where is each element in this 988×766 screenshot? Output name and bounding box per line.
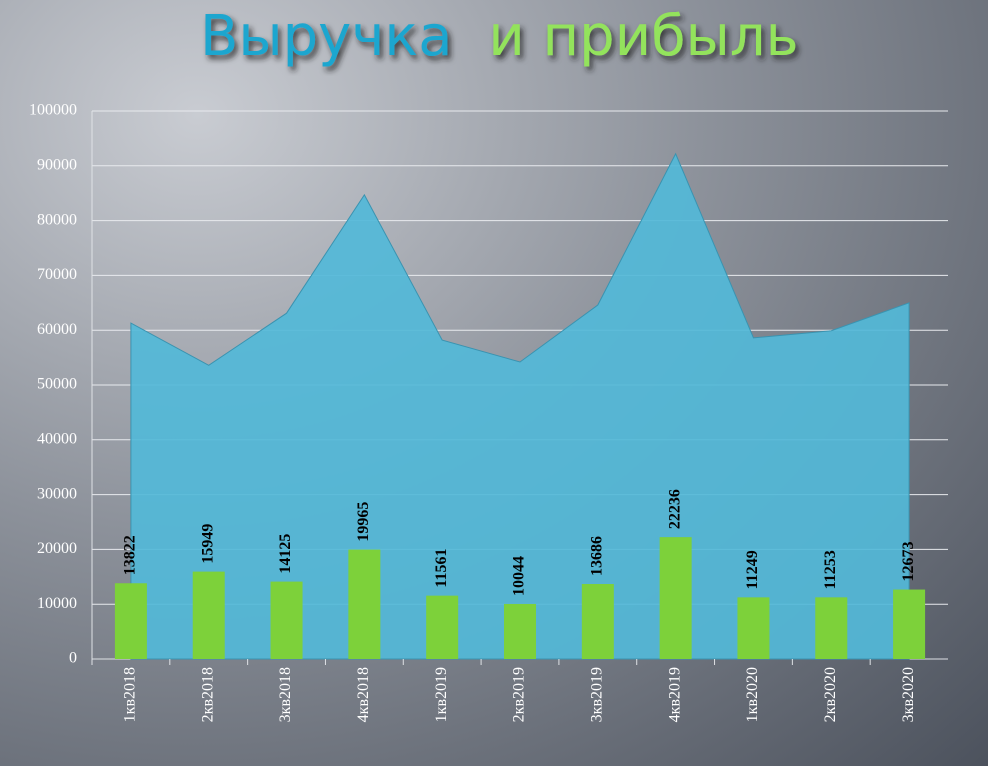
title-part: Выручка [200, 4, 453, 69]
x-tick-label: 2кв2019 [511, 667, 528, 722]
x-tick-label: 3кв2018 [277, 667, 294, 722]
chart-title: Выручка и прибыль [200, 4, 799, 69]
bar [659, 537, 692, 659]
bar [114, 583, 147, 659]
y-tick-label: 60000 [37, 321, 77, 338]
bar [893, 589, 926, 659]
x-tick-label: 2кв2020 [822, 667, 839, 722]
title-part: и прибыль [488, 4, 798, 69]
bar [815, 597, 848, 659]
value-label: 15949 [199, 524, 216, 564]
y-tick-label: 0 [69, 650, 77, 667]
x-tick-label: 1кв2019 [433, 667, 450, 722]
x-tick-label: 4кв2018 [355, 667, 372, 722]
area [130, 152, 910, 660]
y-tick-label: 100000 [29, 102, 77, 119]
bar [581, 584, 614, 659]
value-label: 11253 [822, 550, 839, 589]
y-tick-label: 40000 [37, 430, 77, 447]
value-label: 19965 [355, 502, 372, 542]
y-tick-label: 80000 [37, 211, 77, 228]
bar [270, 581, 303, 659]
y-tick-label: 30000 [37, 485, 77, 502]
bar [192, 571, 225, 659]
bar [348, 549, 381, 659]
value-label: 14125 [277, 534, 294, 574]
value-label: 11561 [433, 549, 450, 588]
x-tick-label: 4кв2019 [666, 667, 683, 722]
bar [426, 595, 459, 659]
value-label: 12673 [900, 542, 917, 582]
x-tick-label: 3кв2020 [900, 667, 917, 722]
x-tick-label: 1кв2018 [122, 667, 139, 722]
bar [504, 603, 536, 659]
value-label: 10044 [511, 556, 528, 596]
x-tick-label: 1кв2020 [744, 667, 761, 722]
bar [737, 597, 770, 659]
y-tick-label: 20000 [37, 540, 77, 557]
y-tick-label: 90000 [37, 156, 77, 173]
x-tick-label: 2кв2018 [199, 667, 216, 722]
y-tick-label: 70000 [37, 266, 77, 283]
y-tick-label: 10000 [37, 595, 77, 612]
x-tick-label: 3кв2019 [588, 667, 605, 722]
value-label: 13822 [122, 535, 139, 575]
value-label: 11249 [744, 550, 761, 589]
value-label: 22236 [666, 489, 683, 529]
value-label: 13686 [588, 536, 605, 576]
y-tick-label: 50000 [37, 376, 77, 393]
